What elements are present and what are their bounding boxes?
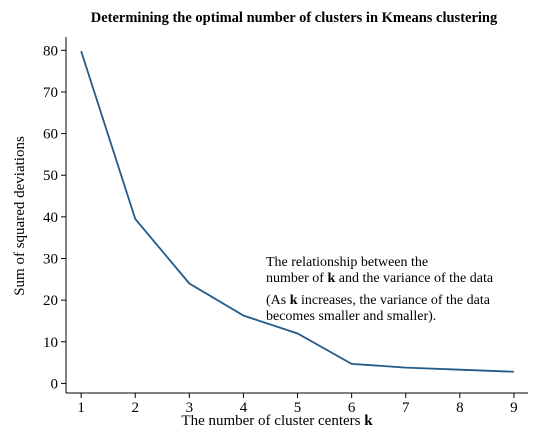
line: [80, 50, 514, 373]
annotation-part: (As: [266, 293, 290, 308]
x-tick-label: 2: [131, 400, 139, 416]
annotation: (As k increases, the variance of the dat…: [266, 293, 491, 308]
annotation: The relationship between the: [266, 255, 428, 270]
x-tick-label: 6: [348, 400, 356, 416]
y-tick-label: 0: [51, 376, 59, 392]
annotation-part: k: [290, 293, 298, 308]
annotation-part: number of: [266, 271, 327, 286]
y-tick-label: 60: [43, 127, 58, 143]
x-axis-label: The number of cluster centers k: [181, 413, 373, 428]
y-tick-label: 50: [43, 168, 58, 184]
x-tick-label: 8: [456, 400, 464, 416]
x-tick-label: 7: [402, 400, 410, 416]
x-tick-label: 3: [186, 400, 194, 416]
x-tick-label: 5: [294, 400, 302, 416]
y-tick-label: 80: [43, 43, 58, 59]
x-axis-label-part: The number of cluster centers: [181, 413, 364, 428]
annotation-part: and the variance of the data: [335, 271, 494, 286]
annotation-part: increases, the variance of the data: [298, 293, 491, 308]
y-tick-label: 30: [43, 252, 58, 268]
annotation-part: The relationship between the: [266, 255, 428, 270]
annotation-part: becomes smaller and smaller).: [266, 309, 436, 324]
y-tick-label: 20: [43, 293, 58, 309]
x-tick-label: 4: [240, 400, 248, 416]
annotation: number of k and the variance of the data: [266, 271, 494, 286]
y-tick-label: 70: [43, 85, 58, 101]
y-tick-label: 10: [43, 335, 58, 351]
annotation-part: k: [327, 271, 335, 286]
chart-title: Determining the optimal number of cluste…: [91, 10, 498, 26]
x-tick-label: 1: [77, 400, 85, 416]
y-axis-label: Sum of squared deviations: [12, 136, 28, 296]
x-axis-label-part: k: [364, 413, 373, 428]
x-tick-label: 9: [510, 400, 518, 416]
y-tick-label: 40: [43, 210, 58, 226]
annotation: becomes smaller and smaller).: [266, 309, 436, 324]
